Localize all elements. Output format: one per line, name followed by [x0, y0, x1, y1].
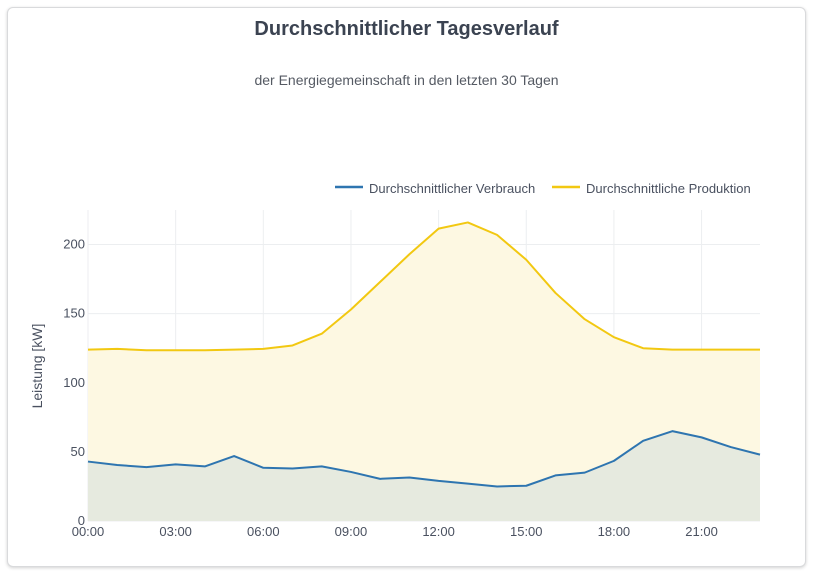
chart-subtitle: der Energiegemeinschaft in den letzten 3…: [254, 72, 559, 88]
legend[interactable]: Durchschnittlicher Verbrauch Durchschnitt…: [335, 181, 751, 196]
y-tick-label: 200: [63, 237, 85, 252]
legend-item-produktion[interactable]: Durchschnittliche Produktion: [552, 181, 751, 196]
x-tick-label: 09:00: [335, 524, 368, 539]
y-tick-labels: 0 50 100 150 200: [63, 237, 85, 528]
legend-label: Durchschnittlicher Verbrauch: [369, 181, 535, 196]
x-tick-label: 18:00: [598, 524, 631, 539]
x-tick-label: 15:00: [510, 524, 543, 539]
y-tick-label: 50: [71, 444, 85, 459]
production-line: [87, 221, 760, 352]
y-tick-label: 0: [78, 513, 85, 528]
y-axis-label: Leistung [kW]: [29, 324, 45, 409]
x-tick-label: 21:00: [685, 524, 718, 539]
x-tick-labels: 00:00 03:00 06:00 09:00 12:00 15:00 18:00 21:00: [72, 524, 718, 539]
chart-title: Durchschnittlicher Tagesverlauf: [254, 18, 559, 40]
consumption-line: [87, 430, 761, 488]
production-area: [88, 222, 760, 487]
consumption-area: [88, 431, 760, 521]
y-tick-label: 150: [63, 306, 85, 321]
y-tick-label: 100: [63, 375, 85, 390]
legend-item-verbrauch[interactable]: Durchschnittlicher Verbrauch: [335, 181, 535, 196]
series-areas: [88, 222, 760, 521]
x-tick-label: 06:00: [247, 524, 280, 539]
x-tick-label: 03:00: [159, 524, 192, 539]
legend-label: Durchschnittliche Produktion: [586, 181, 751, 196]
series-lines: [87, 221, 761, 488]
x-tick-label: 12:00: [422, 524, 455, 539]
x-tick-label: 00:00: [72, 524, 105, 539]
